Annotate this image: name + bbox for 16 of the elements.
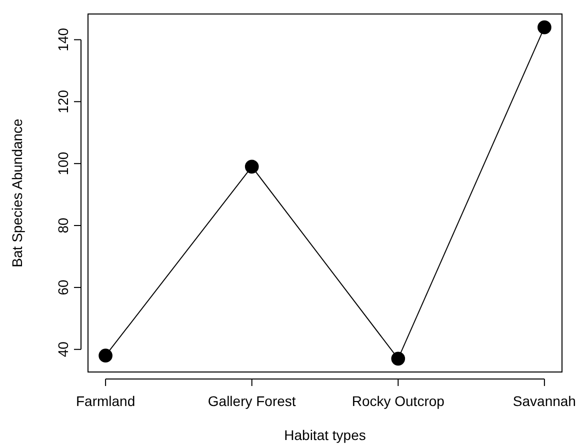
point <box>538 20 552 34</box>
y-tick-label: 120 <box>55 90 71 114</box>
point <box>244 160 259 174</box>
y-axis-title: Bat Species Abundance <box>9 118 25 268</box>
x-tick-label: Gallery Forest <box>208 393 296 409</box>
x-tick-label: Savannah <box>512 393 576 409</box>
x-tick-label: Rocky Outcrop <box>352 393 445 409</box>
y-tick-label: 100 <box>55 152 71 176</box>
x-axis-title: Habitat types <box>284 427 366 443</box>
x-tick-label: Farmland <box>76 393 136 409</box>
y-tick-label: 140 <box>55 28 71 52</box>
y-tick-label: 80 <box>55 218 71 234</box>
point <box>391 352 406 366</box>
point <box>98 348 112 362</box>
y-tick-label: 40 <box>55 341 71 358</box>
y-tick-label: 60 <box>55 279 71 296</box>
